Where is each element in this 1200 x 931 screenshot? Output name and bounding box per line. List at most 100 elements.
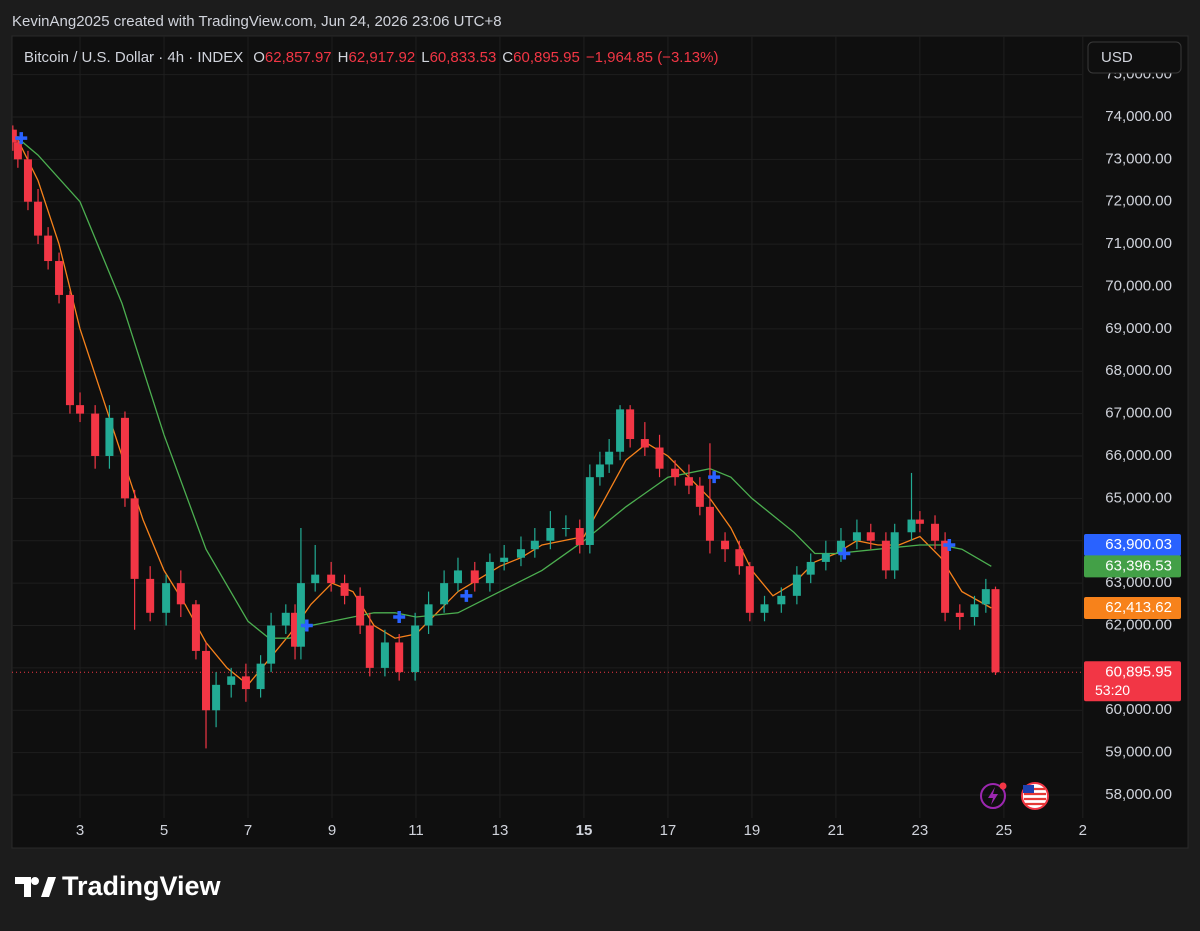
candle-body [65, 294, 74, 406]
candle-body [516, 549, 525, 558]
candle-body [291, 612, 300, 647]
candle-body [705, 506, 714, 541]
candle-body [327, 574, 336, 584]
price-tag-label: 60,895.95 [1105, 663, 1172, 680]
candle-body [453, 570, 462, 584]
ohlc-value: 62,917.92 [348, 49, 415, 66]
x-tick-label: 9 [328, 822, 336, 839]
x-tick-label: 15 [576, 822, 593, 839]
candle-body [931, 523, 940, 541]
candle-body [256, 663, 265, 690]
x-tick-label: 2 [1079, 822, 1087, 839]
y-tick-label: 66,000.00 [1105, 447, 1172, 464]
symbol: Bitcoin / U.S. Dollar · 4h · INDEX [24, 49, 243, 66]
candle-body [575, 528, 584, 545]
candle-body [241, 676, 250, 690]
candle-body [440, 583, 449, 605]
candle-body [380, 642, 389, 668]
ohlc-value: 60,895.95 [513, 49, 580, 66]
ohlc-key: O [253, 49, 265, 66]
signal-marker [943, 538, 956, 551]
y-tick-label: 73,000.00 [1105, 150, 1172, 167]
candle-body [970, 604, 979, 618]
candle-body [162, 583, 171, 613]
price-tag [1084, 533, 1181, 556]
candle-body [202, 650, 211, 711]
candle-body [881, 540, 890, 571]
y-tick-label: 68,000.00 [1105, 362, 1172, 379]
x-tick-label: 7 [244, 822, 252, 839]
ohlc-key: L [421, 49, 429, 66]
signal-marker [393, 611, 406, 624]
candle-body [721, 540, 730, 550]
grid [12, 36, 1084, 818]
candle-body [941, 540, 950, 613]
candle-body [792, 574, 801, 596]
candle-body [470, 570, 479, 584]
candle-body [585, 477, 594, 545]
flag-stripes[interactable] [1024, 787, 1046, 806]
candle-body [13, 142, 22, 160]
x-tick-label: 5 [160, 822, 168, 839]
candle-body [340, 583, 349, 596]
candle-body [890, 532, 899, 571]
candle-body [365, 625, 374, 668]
candle-body [907, 519, 916, 533]
x-tick-label: 3 [76, 822, 84, 839]
y-tick-label: 58,000.00 [1105, 786, 1172, 803]
alert-icon-dot[interactable] [999, 782, 1007, 790]
candle-body [227, 676, 236, 685]
candle-body [655, 447, 664, 469]
candle-body [626, 409, 635, 440]
x-tick-label: 23 [912, 822, 929, 839]
candle-body [281, 612, 290, 626]
candle-body [640, 439, 649, 448]
candle-body [105, 417, 114, 456]
candle-body [296, 583, 305, 647]
candle-body [530, 540, 539, 550]
y-tick-label: 65,000.00 [1105, 489, 1172, 506]
candle-body [760, 604, 769, 613]
signal-marker [838, 547, 851, 560]
chart-header: Bitcoin / U.S. Dollar · 4h · INDEX O62,85… [24, 49, 718, 66]
candle-body [852, 532, 861, 541]
flag-canton[interactable] [1023, 785, 1034, 793]
candle-body [191, 604, 200, 651]
ohlc-value: 62,857.97 [265, 49, 332, 66]
x-tick-label: 11 [408, 822, 424, 839]
signal-marker [15, 132, 28, 145]
candle-body [955, 612, 964, 618]
alert-icon[interactable] [980, 782, 1007, 809]
candle-body [695, 485, 704, 507]
candle-body [130, 498, 139, 579]
economic-events-icon[interactable] [1021, 782, 1049, 810]
candle-body [991, 589, 1000, 673]
candle-body [500, 557, 509, 562]
candle-body [76, 405, 85, 414]
change: −1,964.85 (−3.13%) [586, 49, 719, 66]
brand-name: TradingView [62, 871, 222, 901]
candle-body [485, 561, 494, 584]
candle-body [595, 464, 604, 478]
y-tick-label: 71,000.00 [1105, 235, 1172, 252]
candle-body [44, 235, 53, 262]
currency-button-box[interactable] [1087, 41, 1182, 74]
candle-body [836, 540, 845, 554]
x-tick-label: 17 [660, 822, 677, 839]
candle-body [55, 261, 64, 295]
x-tick-label: 19 [744, 822, 761, 839]
y-tick-label: 74,000.00 [1105, 108, 1172, 125]
candle-body [23, 159, 32, 202]
attribution: KevinAng2025 created with TradingView.co… [12, 13, 502, 30]
y-tick-label: 63,000.00 [1105, 574, 1172, 591]
alert-icon-ring[interactable] [980, 783, 1006, 809]
candle-body [212, 684, 221, 711]
y-tick-label: 72,000.00 [1105, 193, 1172, 210]
candle-body [866, 532, 875, 541]
currency-button[interactable]: USD [1087, 41, 1182, 74]
alert-icon-bolt[interactable] [988, 787, 998, 805]
ohlc-value: 60,833.53 [430, 49, 497, 66]
currency-label[interactable]: USD [1101, 49, 1133, 66]
price-tag [1084, 596, 1181, 619]
